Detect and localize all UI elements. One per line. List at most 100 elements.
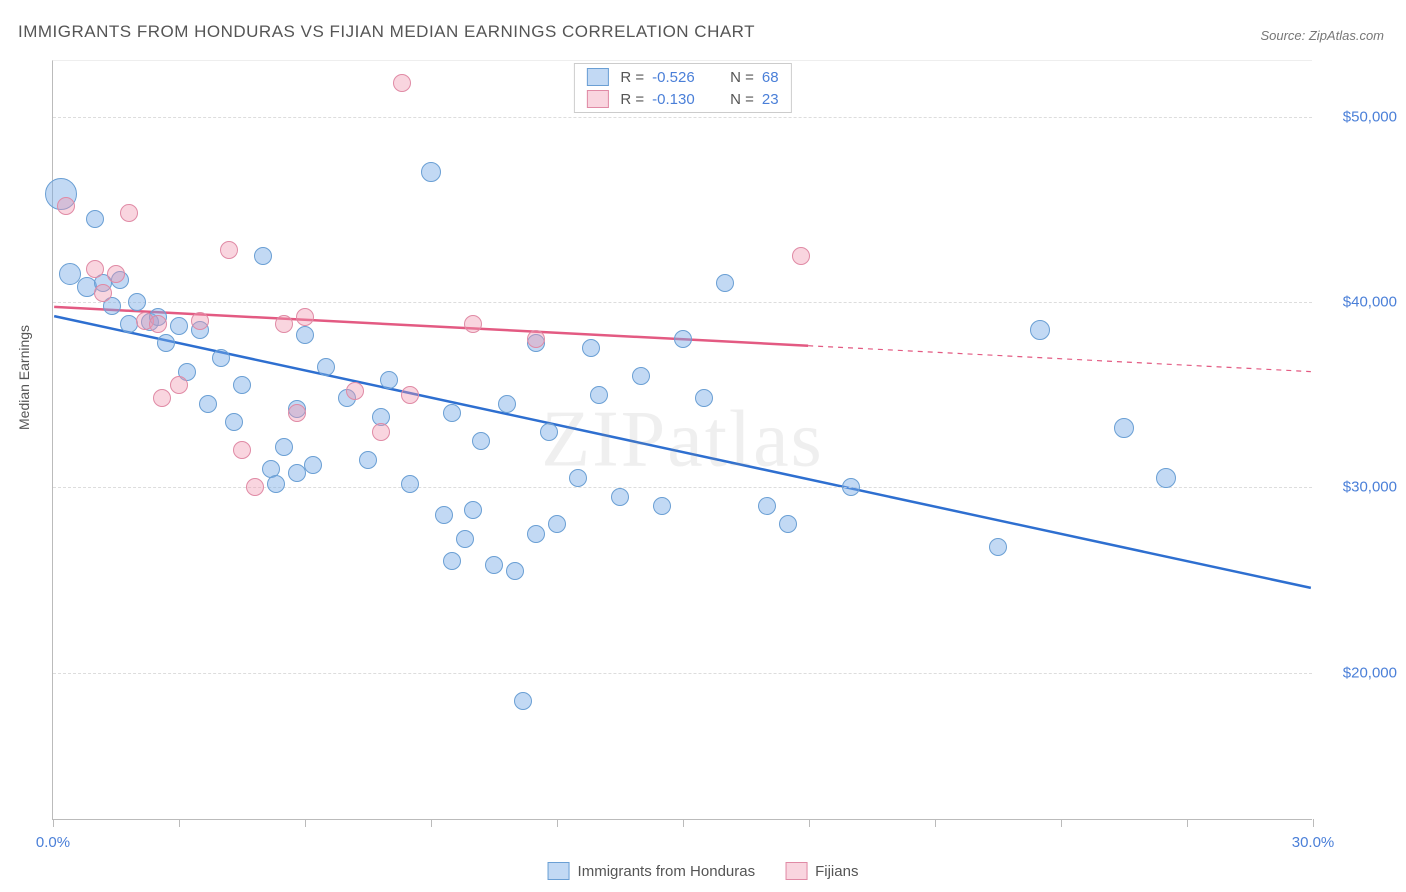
swatch-icon xyxy=(586,90,608,108)
plot-area: ZIPatlas R = -0.526 N = 68 R = -0.130 N … xyxy=(52,60,1312,820)
legend-item-fijians: Fijians xyxy=(785,862,858,880)
data-point xyxy=(157,334,175,352)
data-point xyxy=(401,386,419,404)
n-value: 23 xyxy=(762,91,779,108)
data-point xyxy=(170,376,188,394)
correlation-legend: R = -0.526 N = 68 R = -0.130 N = 23 xyxy=(573,63,791,113)
gridline xyxy=(53,673,1312,674)
data-point xyxy=(296,326,314,344)
data-point xyxy=(464,315,482,333)
n-label: N = xyxy=(730,69,754,86)
data-point xyxy=(842,478,860,496)
data-point xyxy=(304,456,322,474)
legend-row-honduras: R = -0.526 N = 68 xyxy=(574,66,790,88)
x-tick xyxy=(1187,819,1188,827)
swatch-icon xyxy=(586,68,608,86)
data-point xyxy=(443,404,461,422)
data-point xyxy=(527,525,545,543)
legend-label: Fijians xyxy=(815,863,858,880)
swatch-icon xyxy=(548,862,570,880)
gridline xyxy=(53,487,1312,488)
y-tick-label: $30,000 xyxy=(1322,479,1397,496)
swatch-icon xyxy=(785,862,807,880)
data-point xyxy=(149,315,167,333)
data-point xyxy=(199,395,217,413)
data-point xyxy=(548,515,566,533)
data-point xyxy=(220,241,238,259)
gridline xyxy=(53,117,1312,118)
gridline xyxy=(53,302,1312,303)
x-tick xyxy=(683,819,684,827)
r-label: R = xyxy=(620,69,644,86)
chart-title: IMMIGRANTS FROM HONDURAS VS FIJIAN MEDIA… xyxy=(18,22,755,42)
data-point xyxy=(288,404,306,422)
data-point xyxy=(514,692,532,710)
data-point xyxy=(107,265,125,283)
data-point xyxy=(359,451,377,469)
data-point xyxy=(472,432,490,450)
data-point xyxy=(758,497,776,515)
data-point xyxy=(267,475,285,493)
data-point xyxy=(254,247,272,265)
data-point xyxy=(401,475,419,493)
data-point xyxy=(540,423,558,441)
data-point xyxy=(372,423,390,441)
data-point xyxy=(212,349,230,367)
data-point xyxy=(86,210,104,228)
x-tick xyxy=(1313,819,1314,827)
data-point xyxy=(590,386,608,404)
data-point xyxy=(128,293,146,311)
data-point xyxy=(233,441,251,459)
x-tick xyxy=(53,819,54,827)
data-point xyxy=(94,284,112,302)
data-point xyxy=(288,464,306,482)
data-point xyxy=(435,506,453,524)
data-point xyxy=(86,260,104,278)
x-tick xyxy=(179,819,180,827)
data-point xyxy=(632,367,650,385)
data-point xyxy=(246,478,264,496)
legend-row-fijians: R = -0.130 N = 23 xyxy=(574,88,790,110)
trend-lines xyxy=(53,61,1312,819)
data-point xyxy=(275,438,293,456)
data-point xyxy=(716,274,734,292)
data-point xyxy=(57,197,75,215)
data-point xyxy=(443,552,461,570)
data-point xyxy=(464,501,482,519)
x-tick xyxy=(431,819,432,827)
data-point xyxy=(1156,468,1176,488)
y-axis-label: Median Earnings xyxy=(16,325,32,430)
data-point xyxy=(506,562,524,580)
y-tick-label: $50,000 xyxy=(1322,108,1397,125)
data-point xyxy=(989,538,1007,556)
data-point xyxy=(275,315,293,333)
data-point xyxy=(498,395,516,413)
data-point xyxy=(779,515,797,533)
y-tick-label: $20,000 xyxy=(1322,664,1397,681)
legend-item-honduras: Immigrants from Honduras xyxy=(548,862,756,880)
data-point xyxy=(611,488,629,506)
x-tick-label: 30.0% xyxy=(1292,834,1335,851)
r-value: -0.130 xyxy=(652,91,712,108)
data-point xyxy=(296,308,314,326)
data-point xyxy=(421,162,441,182)
n-label: N = xyxy=(730,91,754,108)
data-point xyxy=(346,382,364,400)
data-point xyxy=(225,413,243,431)
x-tick xyxy=(1061,819,1062,827)
data-point xyxy=(233,376,251,394)
x-tick xyxy=(557,819,558,827)
data-point xyxy=(170,317,188,335)
data-point xyxy=(456,530,474,548)
data-point xyxy=(153,389,171,407)
x-tick-label: 0.0% xyxy=(36,834,70,851)
data-point xyxy=(380,371,398,389)
data-point xyxy=(1114,418,1134,438)
data-point xyxy=(569,469,587,487)
trend-line-extrapolated xyxy=(808,346,1311,372)
data-point xyxy=(582,339,600,357)
data-point xyxy=(792,247,810,265)
data-point xyxy=(695,389,713,407)
source-label: Source: ZipAtlas.com xyxy=(1260,28,1384,43)
data-point xyxy=(120,315,138,333)
